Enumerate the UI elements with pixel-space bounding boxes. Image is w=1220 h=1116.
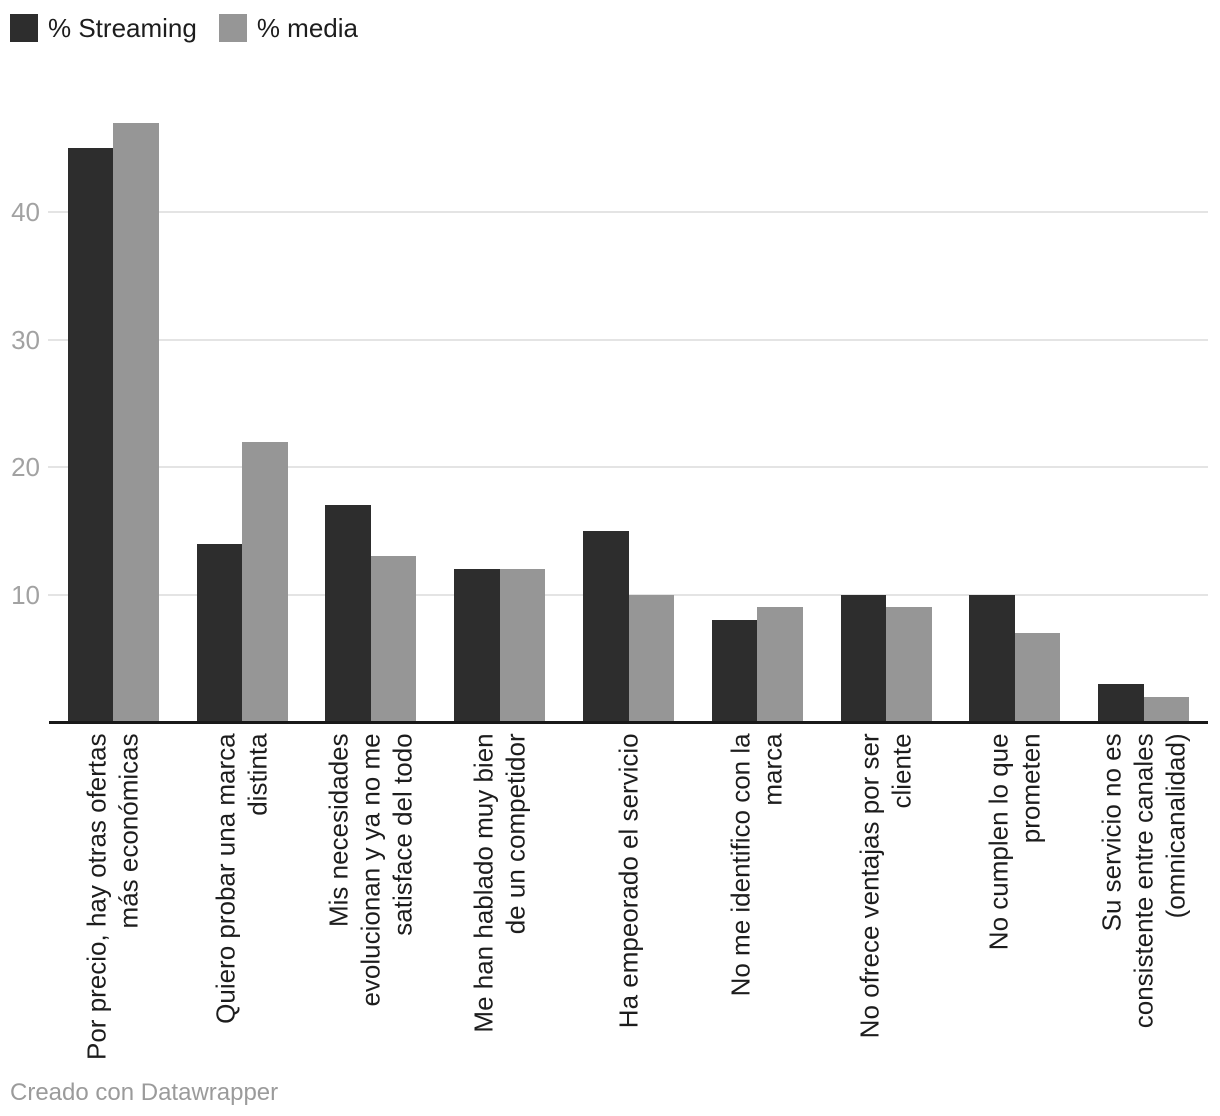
legend-label-media: % media (256, 13, 358, 43)
bar-media (499, 569, 546, 722)
category-label-text: No me identifico con la marca (726, 732, 789, 997)
category-label-text: Me han hablado muy bien de un competidor (468, 732, 531, 1033)
attribution: Creado con Datawrapper (10, 1079, 279, 1106)
bar-media (370, 556, 417, 722)
bar-streaming (1098, 683, 1144, 722)
bar-streaming (67, 148, 114, 722)
bar-media (757, 607, 803, 722)
category-label-text: No cumplen lo que prometen (983, 732, 1046, 950)
bar-streaming (325, 505, 371, 722)
bar-media (242, 441, 288, 722)
bar-media (886, 607, 932, 722)
category-label: No ofrece ventajas por ser cliente (822, 733, 951, 1073)
legend-item-media: % media (218, 13, 358, 43)
y-axis-tick-label-30: 30 (11, 324, 40, 355)
category-label: No me identifico con la marca (693, 733, 822, 1073)
legend-swatch-media (218, 14, 247, 42)
category-label: Su servicio no es consistente entre cana… (1079, 733, 1208, 1073)
category-label-text: Quiero probar una marca distinta (211, 732, 274, 1024)
bar-streaming (840, 594, 887, 722)
category-label-text: Su servicio no es consistente entre cana… (1096, 732, 1191, 1028)
bar-streaming (969, 594, 1015, 722)
y-axis-tick-label-10: 10 (11, 579, 40, 610)
bar-streaming (454, 569, 500, 722)
legend-label-streaming: % Streaming (48, 13, 197, 43)
legend-item-streaming: % Streaming (10, 14, 197, 42)
bar-streaming (711, 620, 758, 722)
category-label: Me han hablado muy bien de un competidor (435, 733, 564, 1073)
bar-streaming (583, 530, 629, 722)
category-label: Mis necesidades evolucionan y ya no me s… (307, 733, 436, 1073)
category-label-text: No ofrece ventajas por ser cliente (855, 732, 918, 1038)
bar-media (628, 594, 674, 722)
category-label-text: Ha empeorado el servicio (613, 732, 644, 1028)
gridline-40 (48, 211, 1208, 213)
category-label: Por precio, hay otras ofertas más económ… (49, 733, 178, 1073)
category-label: Ha empeorado el servicio (564, 733, 693, 1073)
gridline-30 (48, 338, 1208, 341)
category-label: No cumplen lo que prometen (950, 733, 1079, 1073)
legend: % Streaming % media (10, 14, 358, 42)
gridline-20 (48, 466, 1208, 468)
y-axis-tick-label-20: 20 (11, 452, 40, 482)
category-label: Quiero probar una marca distinta (178, 733, 307, 1073)
x-axis-baseline (49, 721, 1208, 724)
y-axis-tick-label-40: 40 (11, 197, 40, 227)
bar-streaming (196, 543, 243, 722)
bar-media (1143, 696, 1190, 722)
legend-swatch-streaming (10, 14, 38, 42)
category-label-text: Mis necesidades evolucionan y ya no me s… (323, 732, 418, 1007)
category-label-text: Por precio, hay otras ofertas más económ… (82, 732, 145, 1060)
bar-media (1014, 632, 1061, 722)
bar-media (113, 122, 159, 722)
